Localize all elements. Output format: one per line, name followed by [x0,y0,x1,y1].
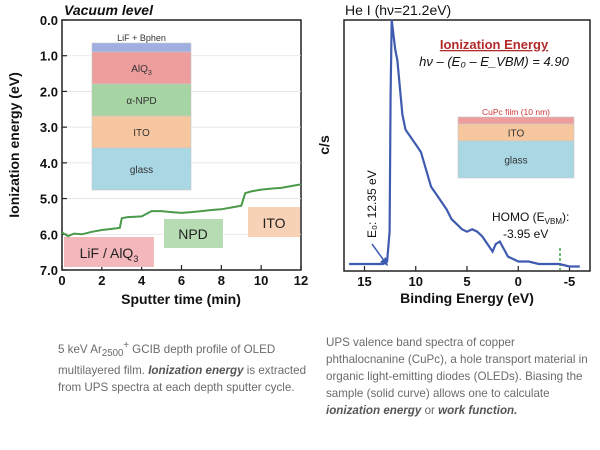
left-y-tick-label: 1.0 [40,49,58,64]
ionization-energy-formula: hν – (E₀ – E_VBM) = 4.90 [419,54,569,69]
layer-label-lif-alq3: LiF / AlQ3 [80,245,139,264]
right-x-tick-label: 0 [515,274,522,289]
ionization-energy-line [61,183,302,238]
left-y-tick-label: 7.0 [40,263,58,278]
left-y-tick-label: 3.0 [40,120,58,135]
left-x-tick-label: 4 [138,273,146,288]
layer-box-ito [248,207,300,237]
e0-label: E₀: 12.35 eV [365,170,379,238]
left-caption: 5 keV Ar2500+ GCIB depth profile of OLED… [58,340,307,395]
right-chart-title: He I (hν=21.2eV) [345,2,451,18]
ionization-energy-heading: Ionization Energy [440,37,549,52]
left-stack-layer-ito-label: ITO [133,128,150,139]
depth-profile-chart: 0.0 1.0 2.0 3.0 4.0 5.0 6.0 7.00 2 4 6 8 10 12 Vacuum… [6,2,308,307]
right-x-tick-label: 10 [409,274,423,289]
left-stack-layer-npd-label: α-NPD [126,96,156,107]
left-y-tick-label: 4.0 [40,156,58,171]
left-stack-layer-glass [91,147,192,191]
left-x-axis-label: Sputter time (min) [121,291,241,307]
left-x-tick-label: 10 [254,273,268,288]
right-stack-layer-glass [457,140,575,179]
layer-label-npd: NPD [178,226,208,242]
e0-arrowhead [380,257,388,266]
left-y-tick-label: 6.0 [40,227,58,242]
layer-label-ito: ITO [262,215,285,231]
left-y-tick-label: 5.0 [40,192,58,207]
e0-arrow [371,243,386,263]
ups-spectrum-chart: 15 10 5 0 -5 He I (hν=21.2eV) Binding Energy… [316,2,591,306]
layer-box-lif-alq3 [64,237,154,267]
right-x-tick-label: 15 [357,274,371,289]
right-stack-layer-cupc-film-10-nm [457,116,575,125]
left-y-axis-label: Ionization energy (eV) [6,72,22,217]
homo-value: -3.95 eV [503,227,548,241]
right-stack-layer-cupc-film-10-nm-label: CuPc film (10 nm) [482,107,550,117]
left-stack-layer-glass-label: glass [130,165,153,176]
left-x-tick-label: 8 [218,273,225,288]
left-x-tick-label: 6 [178,273,185,288]
left-stack-layer-ito [91,115,192,149]
left-stack-layer-npd [91,83,192,117]
layer-box-npd [164,219,223,248]
left-x-tick-label: 2 [98,273,105,288]
ups-spectrum-line [349,19,580,268]
left-stack-layer-alq [91,51,192,85]
right-x-axis-label: Binding Energy (eV) [400,290,534,306]
left-y-tick-label: 2.0 [40,84,58,99]
right-stack-layer-glass-label: glass [504,156,527,167]
homo-label: HOMO (EVBM): [492,210,569,226]
left-y-tick-label: 0.0 [40,13,58,28]
right-caption: UPS valence band spectra of copper phtha… [326,336,588,417]
left-x-tick-label: 0 [58,273,65,288]
left-chart-title: Vacuum level [64,2,154,18]
left-stack-layer-alq-label: AlQ3 [131,64,152,77]
right-x-tick-label: 5 [463,274,470,289]
left-stack-layer-lif-bphen-label: LiF + Bphen [117,33,166,43]
right-x-tick-label: -5 [564,274,576,289]
left-x-tick-label: 12 [294,273,308,288]
right-y-axis-label: c/s [316,135,332,155]
right-stack-layer-ito-label: ITO [508,129,525,140]
